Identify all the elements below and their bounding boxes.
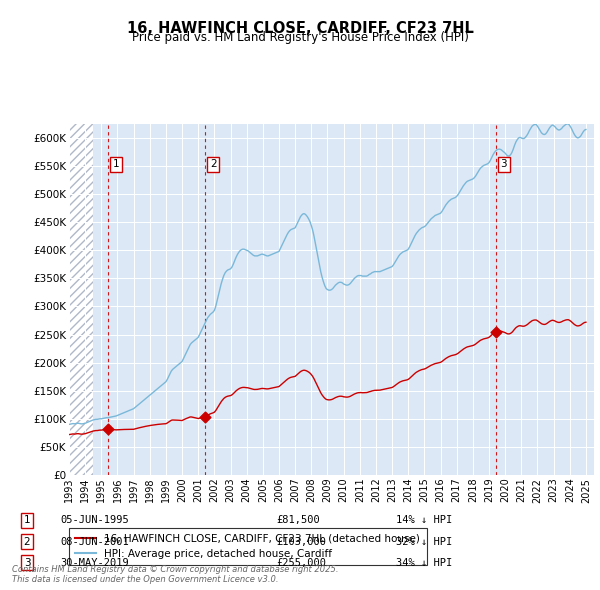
Text: 1: 1 (23, 516, 31, 525)
Legend: 16, HAWFINCH CLOSE, CARDIFF, CF23 7HL (detached house), HPI: Average price, deta: 16, HAWFINCH CLOSE, CARDIFF, CF23 7HL (d… (69, 527, 427, 565)
Text: £81,500: £81,500 (276, 516, 320, 525)
Text: £103,000: £103,000 (276, 537, 326, 546)
Text: Price paid vs. HM Land Registry's House Price Index (HPI): Price paid vs. HM Land Registry's House … (131, 31, 469, 44)
Text: 30-MAY-2019: 30-MAY-2019 (60, 558, 129, 568)
Text: 32% ↓ HPI: 32% ↓ HPI (396, 537, 452, 546)
Point (103, 424, 113, 434)
Text: 1: 1 (113, 159, 119, 169)
Text: 16, HAWFINCH CLOSE, CARDIFF, CF23 7HL: 16, HAWFINCH CLOSE, CARDIFF, CF23 7HL (127, 21, 473, 35)
Text: 2: 2 (210, 159, 217, 169)
Text: 2: 2 (23, 537, 31, 546)
Text: Contains HM Land Registry data © Crown copyright and database right 2025.
This d: Contains HM Land Registry data © Crown c… (12, 565, 338, 584)
Text: 34% ↓ HPI: 34% ↓ HPI (396, 558, 452, 568)
Text: 3: 3 (500, 159, 507, 169)
Text: 05-JUN-1995: 05-JUN-1995 (60, 516, 129, 525)
Text: 14% ↓ HPI: 14% ↓ HPI (396, 516, 452, 525)
Text: 08-JUN-2001: 08-JUN-2001 (60, 537, 129, 546)
Text: £255,000: £255,000 (276, 558, 326, 568)
Text: 3: 3 (23, 558, 31, 568)
Point (491, 327, 500, 336)
Point (200, 412, 210, 422)
